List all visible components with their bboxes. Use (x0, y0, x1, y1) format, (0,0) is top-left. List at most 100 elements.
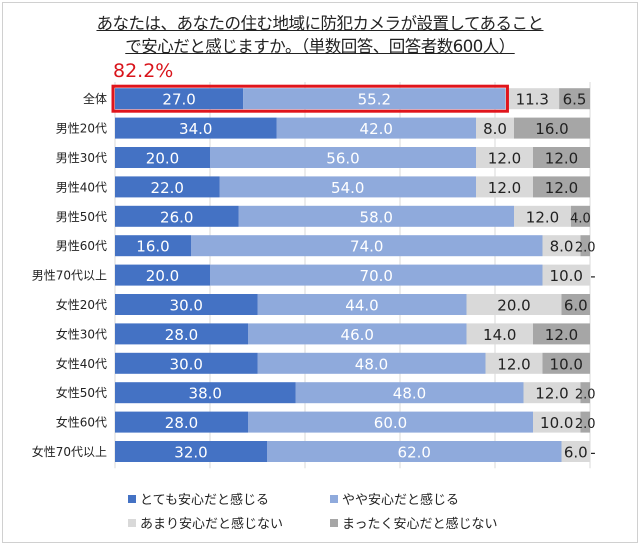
data-label: 16.0 (535, 120, 568, 138)
data-label: 54.0 (331, 179, 364, 197)
bar-segment (476, 176, 533, 198)
category-label: 男性30代 (56, 151, 107, 165)
bar-segment (533, 147, 590, 168)
bar-segment (238, 205, 514, 227)
legend-item-1: やや安心だと感じる (330, 489, 459, 508)
data-label: 10.0 (540, 414, 573, 432)
category-label: 女性50代 (56, 385, 107, 400)
data-label: 2.0 (575, 417, 596, 432)
data-label: 8.0 (550, 238, 574, 256)
total-positive-annotation: 82.2% (113, 60, 174, 82)
category-label: 女性20代 (56, 297, 107, 312)
data-label: - (590, 267, 595, 285)
legend-label: まったく安心だと感じない (342, 517, 498, 532)
data-label: 30.0 (170, 355, 203, 373)
bar-segment (542, 235, 581, 257)
data-label: 8.0 (483, 120, 507, 138)
data-label: 38.0 (189, 385, 222, 403)
data-label: 30.0 (170, 297, 203, 315)
data-label: 12.0 (545, 150, 578, 168)
bar-segment (466, 323, 533, 345)
data-label: 20.0 (146, 150, 179, 168)
legend-label: とても安心だと感じる (140, 493, 269, 508)
data-label: 6.0 (564, 444, 588, 462)
bar-segment (514, 117, 590, 139)
data-label: 20.0 (497, 297, 530, 315)
data-label: 2.0 (575, 241, 596, 256)
bar-segment (115, 441, 267, 462)
data-label: 56.0 (326, 150, 359, 168)
bar-segment (559, 88, 590, 110)
category-label: 男性60代 (56, 239, 107, 253)
data-label: 44.0 (345, 297, 378, 315)
data-label: 20.0 (146, 267, 179, 285)
data-label: 12.0 (497, 355, 530, 373)
data-label: 2.0 (575, 388, 596, 403)
category-label: 女性70代以上 (32, 444, 107, 459)
legend-item-0: とても安心だと感じる (128, 489, 269, 508)
bar-segment (115, 264, 210, 286)
bar-segment (115, 147, 210, 168)
bar-segment (276, 117, 476, 139)
legend-swatch (128, 494, 136, 503)
bar-segment (533, 411, 581, 433)
data-label: 32.0 (174, 444, 207, 462)
data-label: 28.0 (165, 414, 198, 432)
bar-segment (514, 205, 571, 227)
bar-segment (115, 235, 191, 257)
category-label: 男性70代以上 (32, 269, 107, 283)
data-label: 12.0 (488, 179, 521, 197)
category-label: 女性30代 (56, 326, 107, 341)
bar-segment (248, 323, 467, 345)
data-label: 12.0 (488, 150, 521, 168)
data-label: 22.0 (151, 179, 184, 197)
bar-segment (580, 411, 590, 433)
bar-segment (243, 88, 506, 110)
chart-title-line-2: で安心だと感じますか。（単数回答、回答者数600人） (125, 37, 515, 56)
data-label: 42.0 (360, 120, 393, 138)
data-label: 10.0 (550, 355, 583, 373)
data-label: 12.0 (545, 326, 578, 344)
bar-segment (466, 294, 562, 315)
bar-segment (476, 147, 533, 168)
bar-segment (115, 294, 258, 315)
bar-segment (533, 176, 590, 198)
data-label: 12.0 (545, 179, 578, 197)
data-label: 60.0 (374, 414, 407, 432)
bar-segment (115, 176, 220, 198)
bar-segment (257, 294, 467, 315)
bar-segment (267, 441, 562, 462)
bar-segment (295, 382, 524, 404)
data-label: 48.0 (393, 385, 426, 403)
legend-swatch (128, 518, 136, 527)
bar-segment (542, 264, 590, 286)
category-label: 女性60代 (56, 415, 107, 430)
bar-segment (210, 264, 543, 286)
bar-segment (505, 88, 560, 110)
bar-segment (257, 352, 486, 374)
data-label: 46.0 (341, 326, 374, 344)
data-label: 62.0 (398, 444, 431, 462)
legend-label: あまり安心だと感じない (140, 517, 284, 532)
bar-segment (523, 382, 581, 404)
bar-segment (580, 382, 590, 404)
bar-segment (542, 352, 590, 374)
bar-segment (476, 117, 514, 139)
data-label: 27.0 (162, 91, 195, 109)
data-label: 12.0 (526, 208, 559, 226)
data-label: 16.0 (136, 238, 169, 256)
data-label: 28.0 (165, 326, 198, 344)
bar-segment (210, 147, 476, 168)
legend-swatch (330, 494, 338, 503)
bar-segment (248, 411, 533, 433)
bar-segment (533, 323, 590, 345)
data-label: 70.0 (360, 267, 393, 285)
legend-item-3: まったく安心だと感じない (330, 513, 497, 532)
data-label: 10.0 (550, 267, 583, 285)
data-label: 4.0 (570, 211, 591, 226)
highlight-box (111, 84, 509, 113)
data-label: 34.0 (179, 120, 212, 138)
bar-segment (115, 323, 248, 345)
